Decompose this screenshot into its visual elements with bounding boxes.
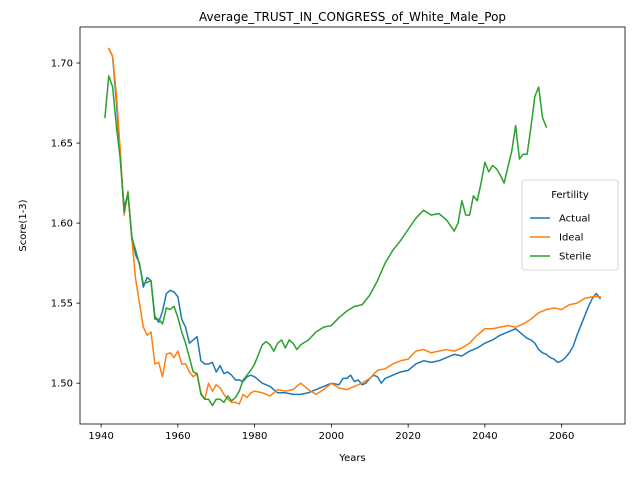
plot-frame	[79, 26, 626, 425]
series-line-sterile	[104, 75, 548, 407]
chart-title: Average_TRUST_IN_CONGRESS_of_White_Male_…	[199, 10, 506, 24]
x-tick-label: 2000	[319, 431, 344, 442]
x-axis: 1940 1960 1980 2000 2020 2040 2060	[88, 424, 574, 442]
x-tick-label: 1980	[242, 431, 267, 442]
y-tick-label: 1.60	[51, 219, 73, 230]
y-tick-label: 1.65	[51, 139, 73, 150]
series-line-ideal	[107, 47, 601, 405]
y-axis-label: Score(1-3)	[18, 199, 29, 251]
y-axis: 1.50 1.55 1.60 1.65 1.70	[51, 59, 80, 390]
y-tick-label: 1.50	[51, 379, 73, 390]
y-tick-label: 1.70	[51, 59, 73, 70]
legend: Fertility Actual Ideal Sterile	[521, 179, 619, 271]
x-axis-label: Years	[338, 453, 365, 464]
legend-entries: Actual Ideal Sterile	[530, 214, 591, 263]
legend-label-actual: Actual	[559, 214, 590, 225]
x-tick-label: 2040	[472, 431, 497, 442]
y-tick-label: 1.55	[51, 299, 73, 310]
series-line-actual	[107, 47, 602, 396]
x-tick-label: 1940	[88, 431, 113, 442]
x-tick-label: 1960	[165, 431, 190, 442]
legend-title: Fertility	[551, 190, 589, 201]
legend-box	[521, 179, 619, 271]
x-tick-label: 2020	[395, 431, 420, 442]
legend-label-sterile: Sterile	[559, 252, 591, 263]
series-layer	[104, 47, 602, 407]
x-tick-label: 2060	[549, 431, 574, 442]
legend-label-ideal: Ideal	[559, 233, 583, 244]
